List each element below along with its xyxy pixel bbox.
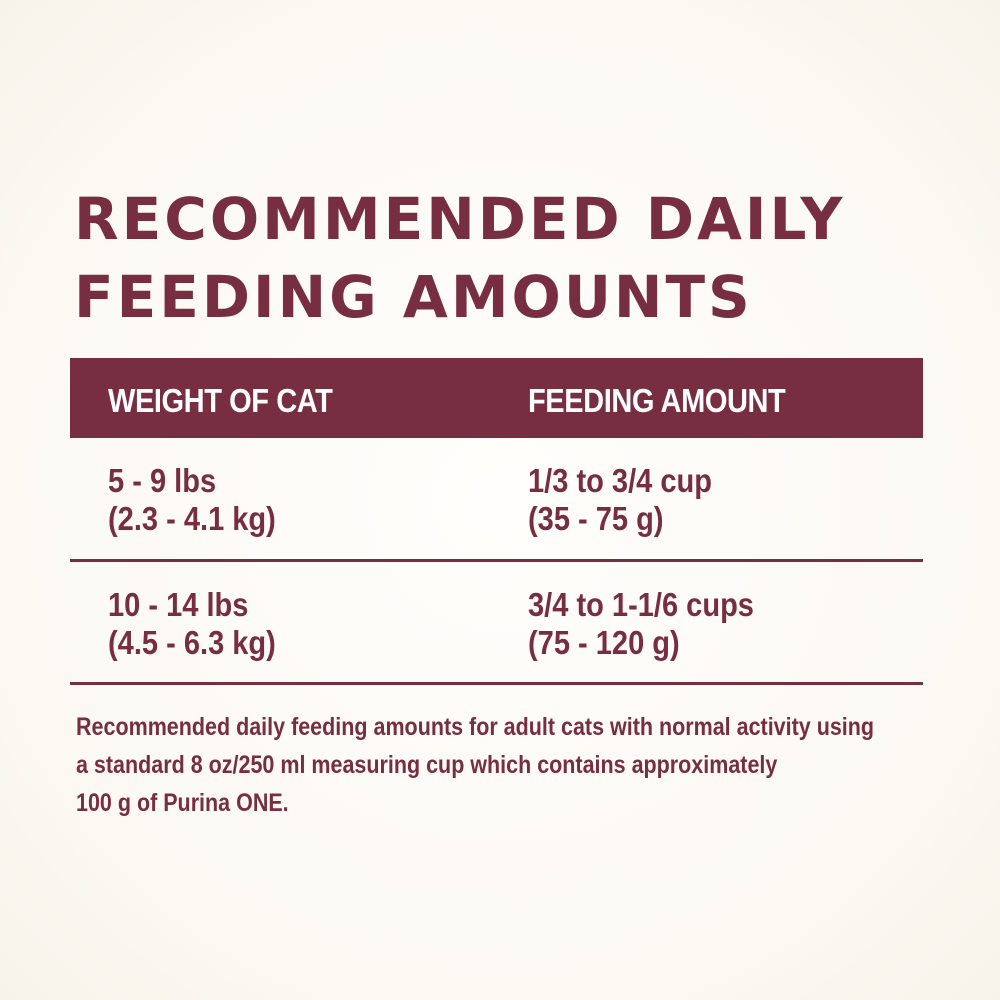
header-weight: WEIGHT OF CAT: [108, 382, 333, 419]
table-header: WEIGHT OF CAT FEEDING AMOUNT: [70, 358, 923, 438]
weight-cell: 5 - 9 lbs (2.3 - 4.1 kg): [108, 462, 276, 537]
table-row: 10 - 14 lbs (4.5 - 6.3 kg) 3/4 to 1-1/6 c…: [70, 562, 923, 685]
amount-cell: 3/4 to 1-1/6 cups (75 - 120 g): [528, 586, 754, 661]
table-row: 5 - 9 lbs (2.3 - 4.1 kg) 1/3 to 3/4 cup (3…: [70, 438, 923, 562]
amount-cell: 1/3 to 3/4 cup (35 - 75 g): [528, 462, 712, 537]
weight-cell: 10 - 14 lbs (4.5 - 6.3 kg): [108, 586, 276, 661]
page-title: RECOMMENDED DAILY FEEDING AMOUNTS: [74, 185, 846, 331]
header-amount: FEEDING AMOUNT: [528, 382, 786, 419]
footnote: Recommended daily feeding amounts for ad…: [76, 713, 875, 817]
